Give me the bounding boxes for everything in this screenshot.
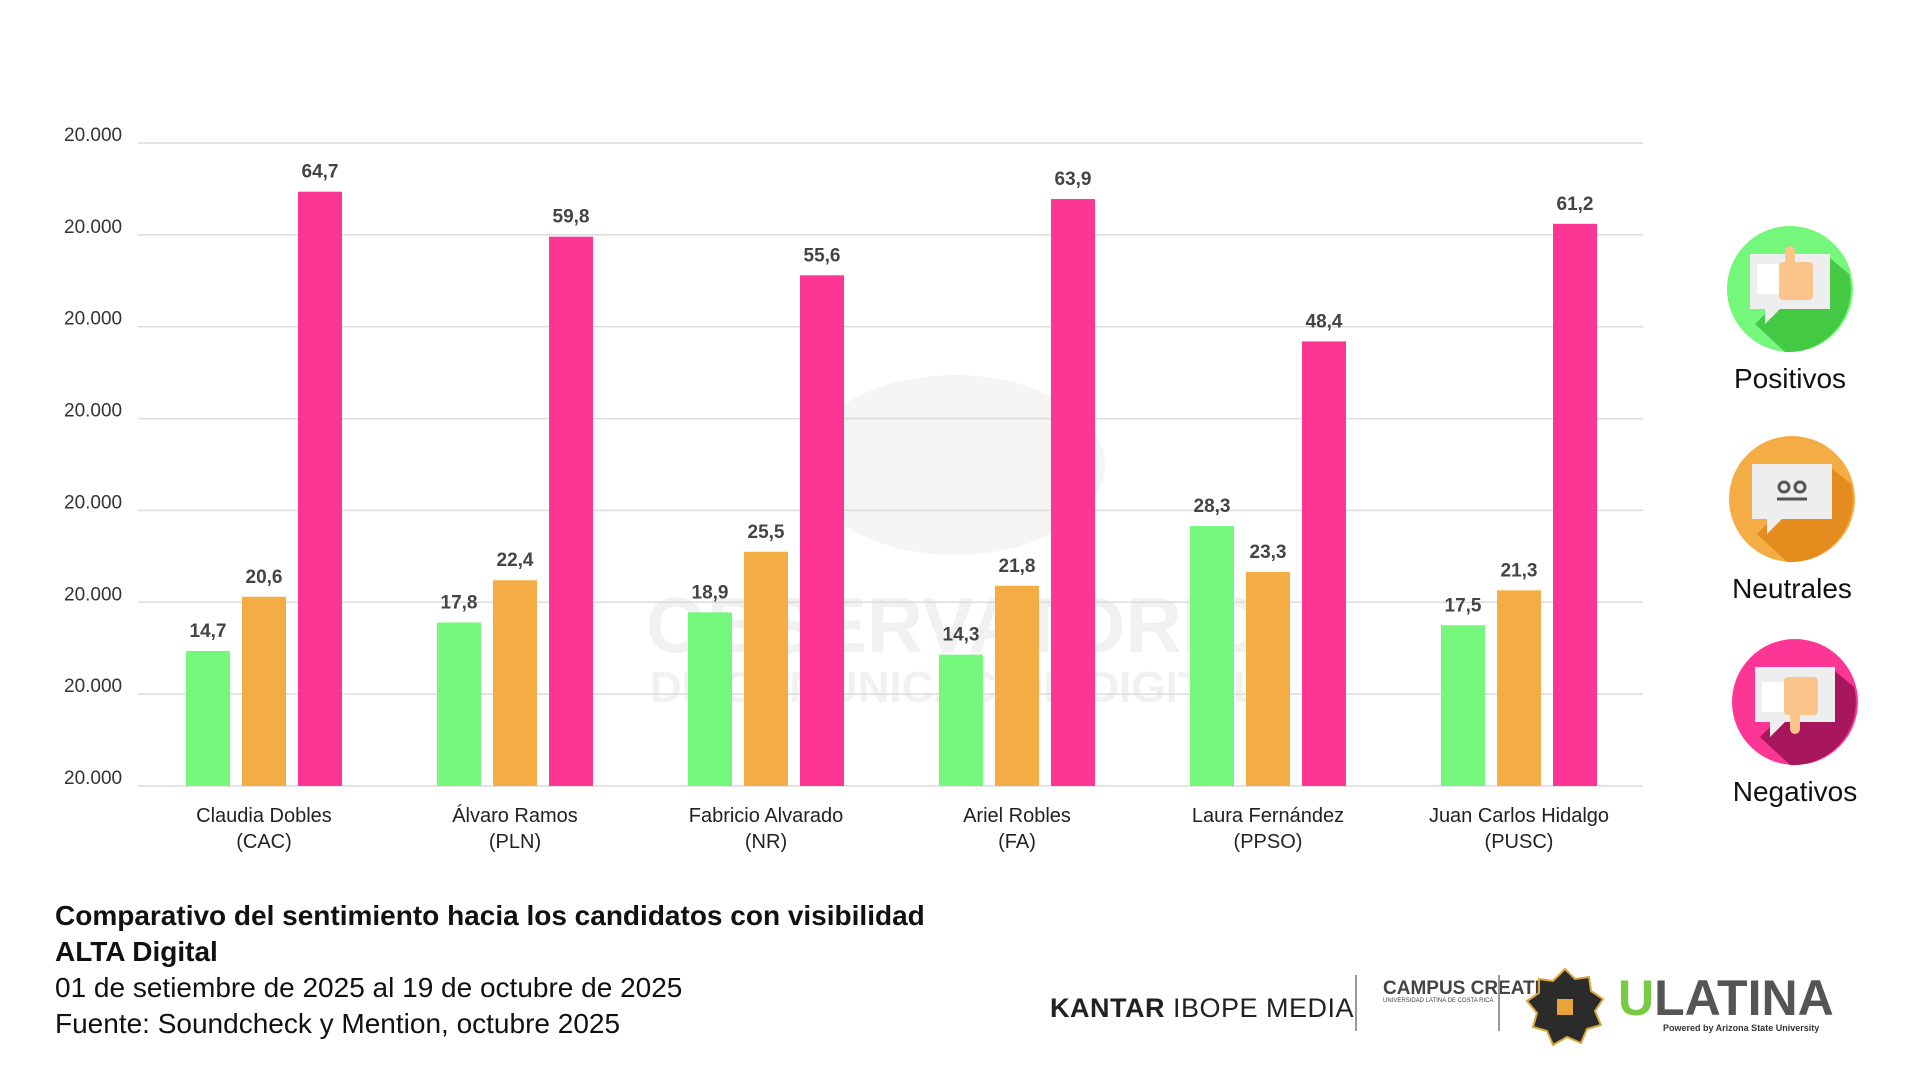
campus-creativo-logo: CAMPUS CREATIVO UNIVERSIDAD LATINA DE COS…: [1383, 978, 1568, 1004]
neutral-face-speech-bubble-icon: [1729, 436, 1855, 563]
bar-neutrales: [1246, 571, 1290, 786]
y-tick-label: 20.000: [64, 492, 122, 513]
legend-positivos: Positivos: [1710, 224, 1870, 395]
data-label: 14,7: [190, 621, 227, 642]
bar-positivos: [437, 622, 481, 786]
thumbs-down-speech-bubble-icon: [1732, 639, 1858, 766]
data-label: 61,2: [1557, 194, 1594, 215]
thumbs-up-speech-bubble-icon: [1727, 226, 1853, 353]
bar-negativos: [1051, 199, 1095, 787]
legend-label: Neutrales: [1732, 573, 1852, 604]
data-label: 55,6: [804, 245, 841, 266]
y-tick-label: 20.000: [64, 401, 122, 422]
bar-neutrales: [493, 580, 537, 786]
x-tick-label: (CAC): [236, 831, 292, 853]
data-label: 18,9: [692, 582, 729, 603]
y-tick-label: 20.000: [64, 217, 122, 238]
y-tick-label: 20.000: [64, 125, 122, 146]
bar-positivos: [939, 654, 983, 786]
x-tick-label: Álvaro Ramos: [452, 804, 578, 827]
legend-negativos: Negativos: [1715, 637, 1875, 808]
data-label: 17,5: [1445, 595, 1482, 616]
bar-positivos: [186, 650, 230, 786]
date-range: 01 de setiembre de 2025 al 19 de octubre…: [55, 972, 683, 1003]
bar-positivos: [1190, 526, 1234, 786]
data-label: 48,4: [1306, 311, 1343, 332]
data-label: 23,3: [1250, 542, 1287, 563]
data-label: 64,7: [302, 162, 339, 183]
data-label: 21,8: [999, 556, 1036, 577]
ulatina-logo: ULATINA Powered by Arizona State Universi…: [1618, 970, 1834, 1033]
data-label: 28,3: [1194, 496, 1231, 517]
bar-neutrales: [744, 551, 788, 786]
legend-neutrales: Neutrales: [1712, 434, 1872, 605]
x-tick-label: Laura Fernández: [1192, 805, 1344, 827]
x-tick-label: (PLN): [489, 831, 541, 853]
legend-label: Positivos: [1733, 363, 1847, 394]
data-label: 63,9: [1055, 169, 1092, 190]
x-tick-label: Juan Carlos Hidalgo: [1429, 805, 1609, 827]
x-tick-label: Claudia Dobles: [196, 805, 332, 827]
x-tick-label: Ariel Robles: [963, 805, 1071, 827]
bar-negativos: [298, 191, 342, 787]
chart-subtitle: 01 de setiembre de 2025 al 19 de octubre…: [55, 970, 682, 1042]
qs-rated-badge-logo: [1525, 967, 1605, 1047]
legend-label: Negativos: [1732, 776, 1858, 807]
bar-positivos: [1441, 625, 1485, 786]
x-tick-label: Fabricio Alvarado: [689, 805, 844, 827]
divider: [1498, 975, 1500, 1031]
bar-positivos: [688, 612, 732, 786]
x-tick-label: (PUSC): [1485, 831, 1554, 853]
divider: [1355, 975, 1357, 1031]
data-label: 21,3: [1501, 560, 1538, 581]
bar-negativos: [549, 236, 593, 787]
source-note: Fuente: Soundcheck y Mention, octubre 20…: [55, 1008, 621, 1039]
data-label: 25,5: [748, 522, 785, 543]
x-tick-label: (FA): [998, 831, 1036, 853]
bar-negativos: [1553, 223, 1597, 786]
chart-title: Comparativo del sentimiento hacia los ca…: [55, 900, 925, 967]
kantar-ibope-logo: KANTAR IBOPE MEDIA: [1050, 993, 1355, 1023]
y-tick-label: 20.000: [64, 309, 122, 330]
data-label: 20,6: [246, 567, 283, 588]
bar-negativos: [1302, 341, 1346, 786]
bar-neutrales: [1497, 590, 1541, 786]
y-tick-label: 20.000: [64, 676, 122, 697]
data-label: 17,8: [441, 592, 478, 613]
x-tick-label: (PPSO): [1234, 831, 1303, 853]
sponsor-logos: KANTAR IBOPE MEDIA CAMPUS CREATIVO UNIVER…: [1050, 965, 1850, 1055]
bar-neutrales: [242, 596, 286, 786]
x-tick-label: (NR): [745, 831, 787, 853]
bar-neutrales: [995, 585, 1039, 786]
data-label: 59,8: [553, 207, 590, 228]
data-label: 14,3: [943, 625, 980, 646]
y-tick-label: 20.000: [64, 768, 122, 789]
bar-negativos: [800, 275, 844, 786]
y-tick-label: 20.000: [64, 584, 122, 605]
data-label: 22,4: [497, 550, 534, 571]
